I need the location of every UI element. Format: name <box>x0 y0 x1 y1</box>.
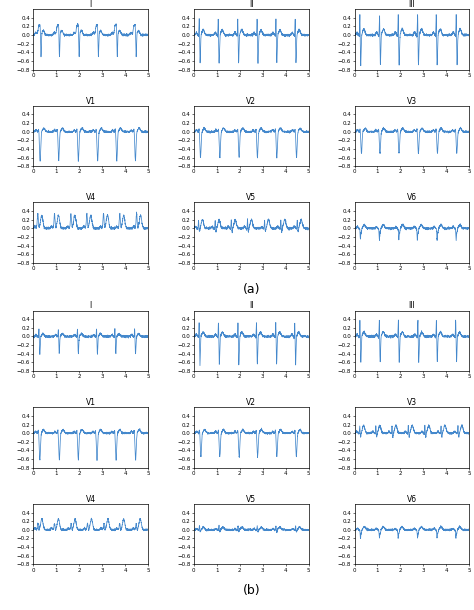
Title: V2: V2 <box>246 97 256 106</box>
Title: V5: V5 <box>246 193 256 203</box>
Title: V2: V2 <box>246 398 256 407</box>
Title: V1: V1 <box>86 398 96 407</box>
Text: (b): (b) <box>242 584 260 597</box>
Title: II: II <box>249 0 254 9</box>
Title: V6: V6 <box>407 193 417 203</box>
Title: III: III <box>409 0 415 9</box>
Text: (a): (a) <box>243 283 260 296</box>
Title: V1: V1 <box>86 97 96 106</box>
Title: V4: V4 <box>85 495 96 504</box>
Title: V4: V4 <box>85 193 96 203</box>
Title: V5: V5 <box>246 495 256 504</box>
Title: I: I <box>90 0 91 9</box>
Title: V3: V3 <box>407 398 417 407</box>
Title: II: II <box>249 301 254 310</box>
Title: III: III <box>409 301 415 310</box>
Title: I: I <box>90 301 91 310</box>
Title: V6: V6 <box>407 495 417 504</box>
Title: V3: V3 <box>407 97 417 106</box>
